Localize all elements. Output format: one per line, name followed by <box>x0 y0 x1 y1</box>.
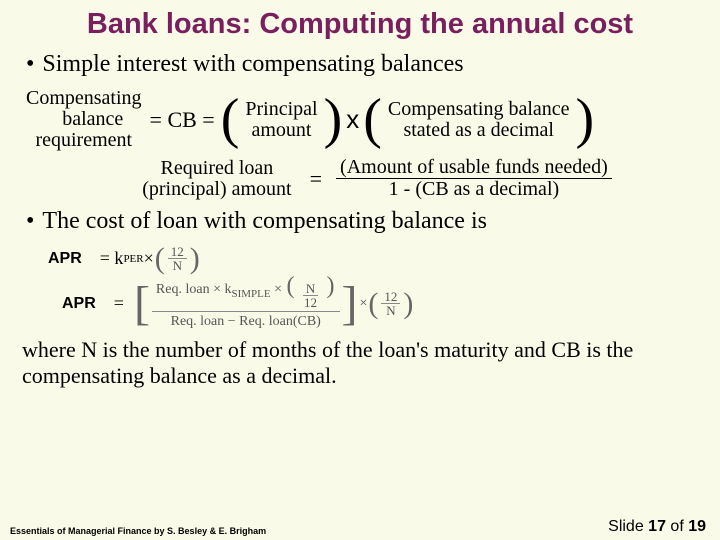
eq2-den: 1 - (CB as a decimal) <box>385 179 564 200</box>
eq1-lhs-l2: balance <box>26 109 142 130</box>
apr2-num: Req. loan × kSIMPLE × ( N 12 ) <box>152 278 340 312</box>
bullet-dot-icon-2: • <box>26 208 34 234</box>
apr2-eq: = <box>114 293 124 314</box>
apr-row-1: APR = kPER × ( 12 N ) <box>48 245 702 272</box>
eq1-lhs: Compensating balance requirement <box>26 88 142 151</box>
footer-slide-number: Slide 17 of 19 <box>608 518 706 536</box>
bullet-dot-icon: • <box>26 51 34 77</box>
apr2-num-a: Req. loan × k <box>156 282 232 297</box>
eq2-num: (Amount of usable funds needed) <box>336 157 612 179</box>
eq2-eq: = <box>310 166 322 192</box>
footer-b: 17 <box>648 518 666 535</box>
page-title: Bank loans: Computing the annual cost <box>18 8 702 41</box>
paren-close-2: ) <box>576 103 595 137</box>
apr-label-1: APR <box>48 250 82 268</box>
footer-c: of <box>666 518 688 535</box>
apr1-prefix: = k <box>100 248 124 269</box>
where-text: where N is the number of months of the l… <box>22 337 698 388</box>
apr2-expression: [ Req. loan × kSIMPLE × ( N 12 ) Req. lo… <box>132 278 414 329</box>
apr2-num-b: × <box>271 282 286 297</box>
paren-open-2: ( <box>363 103 382 137</box>
apr1-times: × <box>144 248 154 269</box>
equation-required-loan: Required loan (principal) amount = (Amou… <box>48 157 702 200</box>
apr1-frac-num: 12 <box>168 245 187 259</box>
apr2-inner-frac: N 12 <box>301 282 320 309</box>
apr2-inner-paren-open: ( <box>287 273 295 299</box>
bullet-1-text: Simple interest with compensating balanc… <box>42 51 463 77</box>
apr2-outer-frac: 12 N <box>381 290 400 317</box>
apr2-main-frac: Req. loan × kSIMPLE × ( N 12 ) Req. loan… <box>152 278 340 329</box>
bullet-2-text: The cost of loan with compensating balan… <box>42 208 487 234</box>
apr1-sub: PER <box>123 253 143 265</box>
apr2-outer-paren-open: ( <box>368 293 378 314</box>
apr2-outer-times: × <box>360 296 368 312</box>
bullet-1: • Simple interest with compensating balan… <box>26 51 702 78</box>
footer-source: Essentials of Managerial Finance by S. B… <box>10 526 266 536</box>
footer-a: Slide <box>608 518 648 535</box>
eq2-fraction: (Amount of usable funds needed) 1 - (CB … <box>336 157 612 200</box>
apr1-paren-open: ( <box>155 248 165 269</box>
paren-close-1: ) <box>324 103 343 137</box>
apr-row-2: APR = [ Req. loan × kSIMPLE × ( N 12 ) R… <box>62 278 702 329</box>
apr1-frac-den: N <box>170 259 185 272</box>
apr2-bracket-close: ] <box>342 287 358 321</box>
eq1-mid: = CB = <box>150 107 215 133</box>
apr1-frac: 12 N <box>168 245 187 272</box>
eq1-lhs-l3: requirement <box>26 130 142 151</box>
eq1-p1-l1: Principal <box>245 99 317 120</box>
apr2-inner-den: 12 <box>301 296 320 309</box>
apr2-bracket-open: [ <box>134 287 150 321</box>
eq1-lhs-l1: Compensating <box>26 88 142 109</box>
apr1-paren-close: ) <box>190 248 200 269</box>
apr-label-2: APR <box>62 295 96 313</box>
apr2-inner-paren-close: ) <box>327 273 335 299</box>
footer-d: 19 <box>688 518 706 535</box>
eq2-lhs: Required loan (principal) amount <box>142 158 291 200</box>
eq2-lhs-l2: (principal) amount <box>142 179 291 200</box>
paren-open-1: ( <box>221 103 240 137</box>
eq1-p1: Principal amount <box>245 99 317 141</box>
eq1-p1-l2: amount <box>245 120 317 141</box>
apr2-den: Req. loan − Req. loan(CB) <box>167 312 325 329</box>
eq1-p2-l2: stated as a decimal <box>388 120 570 141</box>
equation-cb: Compensating balance requirement = CB = … <box>22 88 702 151</box>
apr2-num-sub: SIMPLE <box>231 288 270 300</box>
bullet-2: • The cost of loan with compensating bala… <box>26 208 702 235</box>
apr2-outer-den: N <box>383 304 398 317</box>
slide: Bank loans: Computing the annual cost • S… <box>0 0 720 392</box>
apr2-outer-num: 12 <box>381 290 400 304</box>
eq1-p2: Compensating balance stated as a decimal <box>388 99 570 141</box>
eq1-times: x <box>346 104 359 135</box>
apr2-inner-num: N <box>303 282 318 296</box>
eq1-p2-l1: Compensating balance <box>388 99 570 120</box>
eq2-lhs-l1: Required loan <box>142 158 291 179</box>
apr2-outer-paren-close: ) <box>403 293 413 314</box>
